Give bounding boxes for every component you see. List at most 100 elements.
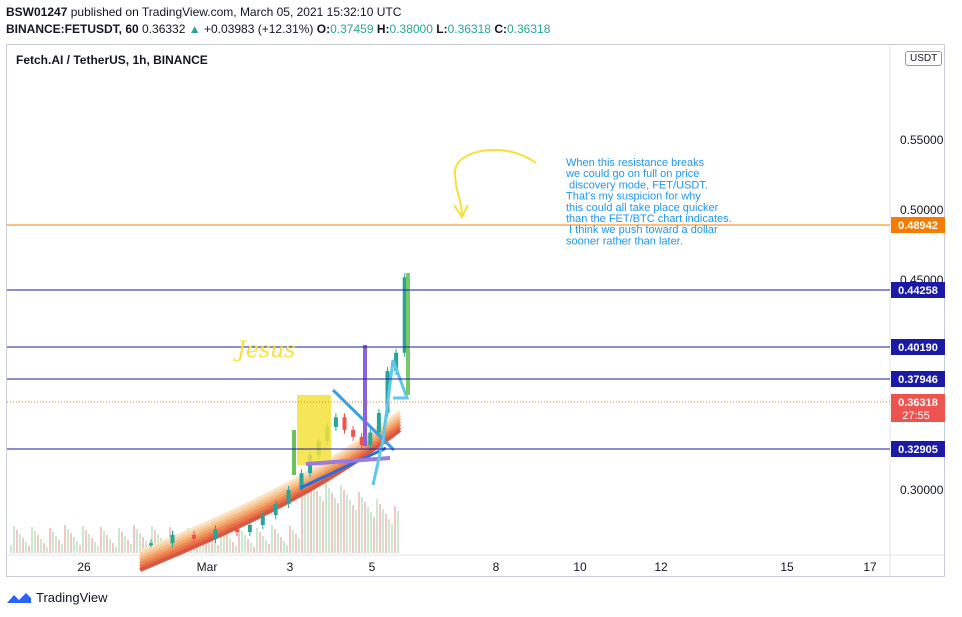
candle [149,543,153,546]
volume-bar [244,535,246,553]
handwritten-label: Jesus [233,338,296,363]
price-tag-text: 0.32905 [898,444,938,456]
open-label: O: [316,22,331,36]
volume-bar [145,541,147,553]
chart-frame[interactable] [6,44,945,577]
published-text: published on TradingView.com, March 05, … [70,5,402,19]
volume-bar [232,542,234,553]
x-tick-label: 10 [573,560,587,574]
volume-bar [280,537,282,553]
ribbon-line [139,419,402,563]
volume-bar [358,492,360,553]
volume-bar [94,542,96,553]
x-tick-label: 26 [77,560,91,574]
volume-bar [112,543,114,553]
volume-bar [385,514,387,553]
ribbon-line [139,422,402,566]
annotation-line: sooner rather than later. [566,235,683,247]
volume-bar [376,499,378,553]
tradingview-brand[interactable]: TradingView [6,590,108,605]
volume-bar [130,544,132,553]
volume-bar [85,530,87,553]
volume-bar [31,527,33,553]
last-price: 0.36332 [142,22,186,36]
chart-title: Fetch.AI / TetherUS, 1h, BINANCE [16,53,208,67]
annotation-line: than the FET/BTC chart indicates. [566,213,732,225]
volume-bar [295,534,297,553]
volume-bar [241,531,243,553]
volume-bar [223,530,225,553]
volume-bar [22,538,24,553]
volume-bar [307,476,309,553]
volume-bar [139,533,141,553]
volume-bar [355,510,357,553]
volume-bar [73,537,75,553]
volume-bar [10,545,12,553]
volume-bar [76,541,78,553]
ribbon-line [139,425,402,569]
brand-name: TradingView [36,590,108,605]
volume-bar [43,543,45,553]
horizontal-lines[interactable] [7,224,890,450]
volume-bar [64,525,66,553]
volume-bar [262,536,264,553]
current-price-tag [891,394,945,422]
volume-bar [253,547,255,553]
x-tick-label: 3 [287,560,294,574]
volume-bar [220,526,222,553]
change-arrow-icon: ▲ [188,22,201,36]
price-tag-text: 0.40190 [898,342,938,354]
y-tick-label: 0.55000 [900,133,944,147]
volume-bar [199,544,201,553]
close-value: 0.36318 [506,22,551,36]
volume-bar [394,506,396,553]
volume-bar [271,525,273,553]
volume-bar [142,537,144,553]
volume-bar [82,526,84,553]
volume-bar [49,528,51,553]
candle [394,352,399,371]
volume-bar [370,512,372,553]
y-tick-label: 0.50000 [900,203,944,217]
ohlc-line: BINANCE:FETUSDT, 60 0.36332 ▲ +0.03983 (… [6,22,550,36]
high-label: H: [376,22,390,36]
annotation-line: When this resistance breaks [566,157,705,169]
volume-bar [319,496,321,553]
volume-bar [214,541,216,553]
volume-bar [40,539,42,553]
cyan-path [371,359,410,486]
tradingview-logo-icon [7,592,31,603]
volume-bar [46,547,48,553]
price-tag [891,282,945,298]
volume-bar [265,540,267,553]
volume-bar [217,545,219,553]
open-value: 0.37459 [330,22,374,36]
volume-bar [277,533,279,553]
ribbon-line [139,410,402,554]
volume-bar [379,504,381,553]
volume-bar [352,505,354,553]
currency-unit-button[interactable]: USDT [905,51,943,66]
volume-bar [13,526,15,553]
volume-bar [316,491,318,553]
volume-bar [301,489,303,553]
price-tag-text: 0.44258 [898,285,938,297]
price-tag-text: 0.48942 [898,220,938,232]
annotation-line: That's my suspicion for why [566,191,701,203]
candle [402,277,407,353]
volume-bar [118,528,120,553]
volume-bar [334,498,336,553]
yellow-zone [297,395,331,465]
volume-bar [247,539,249,553]
purple-line [305,456,391,466]
candle [170,534,175,544]
volume-bar [367,507,369,553]
volume-bar [88,534,90,553]
publisher-user[interactable]: BSW01247 [6,5,68,19]
candle [342,417,347,430]
volume-bar [67,529,69,553]
time-axis: 26 Mar 3 5 8 10 12 15 17 [77,560,877,574]
price-tag [891,339,945,355]
